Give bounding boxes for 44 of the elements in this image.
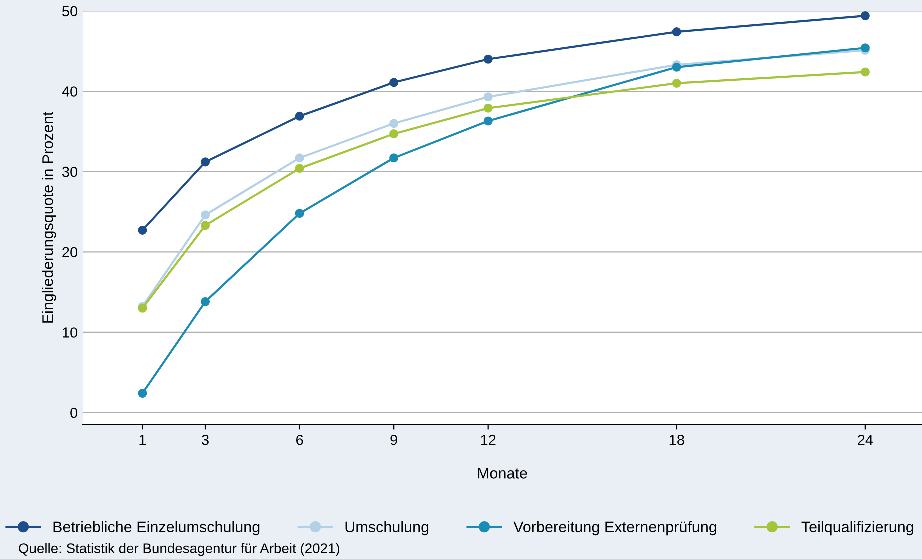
point: [138, 226, 148, 235]
point: [390, 119, 399, 128]
x-tick-label: 18: [670, 434, 684, 446]
point: [860, 11, 870, 21]
x-axis-title: Monate: [478, 468, 528, 479]
x-tick-label: 24: [858, 434, 874, 446]
x-tick-label: 9: [390, 434, 398, 446]
point: [201, 221, 210, 230]
point: [672, 62, 682, 72]
point: [484, 116, 493, 126]
point: [295, 209, 304, 218]
source-note: Quelle: Statistik der Bundesagentur für Arbeit (2021): [19, 543, 340, 556]
y-tick-label: 10: [63, 328, 78, 338]
x-tick-label: 3: [202, 434, 209, 446]
point: [390, 154, 399, 163]
x-tick-label: 1: [140, 435, 146, 446]
point: [672, 78, 682, 88]
point: [295, 164, 304, 174]
x-tick-label: 12: [481, 434, 496, 446]
y-tick-label: 30: [62, 166, 78, 178]
point: [484, 54, 493, 64]
y-tick-label: 50: [62, 6, 78, 17]
point: [201, 210, 210, 220]
y-tick-label: 20: [62, 247, 78, 258]
point: [390, 78, 399, 88]
point: [390, 130, 399, 139]
legend-label: Vorbereitung Externenprüfung: [514, 521, 716, 536]
point: [295, 112, 304, 121]
y-tick-label: 0: [70, 408, 78, 418]
legend-label: Teilqualifizierung: [802, 521, 914, 536]
point: [295, 154, 304, 163]
y-tick-label: 40: [62, 86, 78, 97]
point: [672, 28, 682, 37]
legend-label: Umschulung: [346, 521, 429, 536]
point: [484, 104, 493, 113]
y-axis-title: Eingliederungsquote in Prozent: [42, 112, 56, 323]
point: [484, 92, 493, 102]
point: [860, 68, 870, 77]
point: [201, 297, 210, 306]
point: [201, 158, 210, 167]
x-tick-label: 6: [296, 434, 304, 446]
point: [138, 389, 148, 398]
point: [860, 44, 870, 53]
legend-label: Betriebliche Einzelumschulung: [54, 521, 260, 536]
